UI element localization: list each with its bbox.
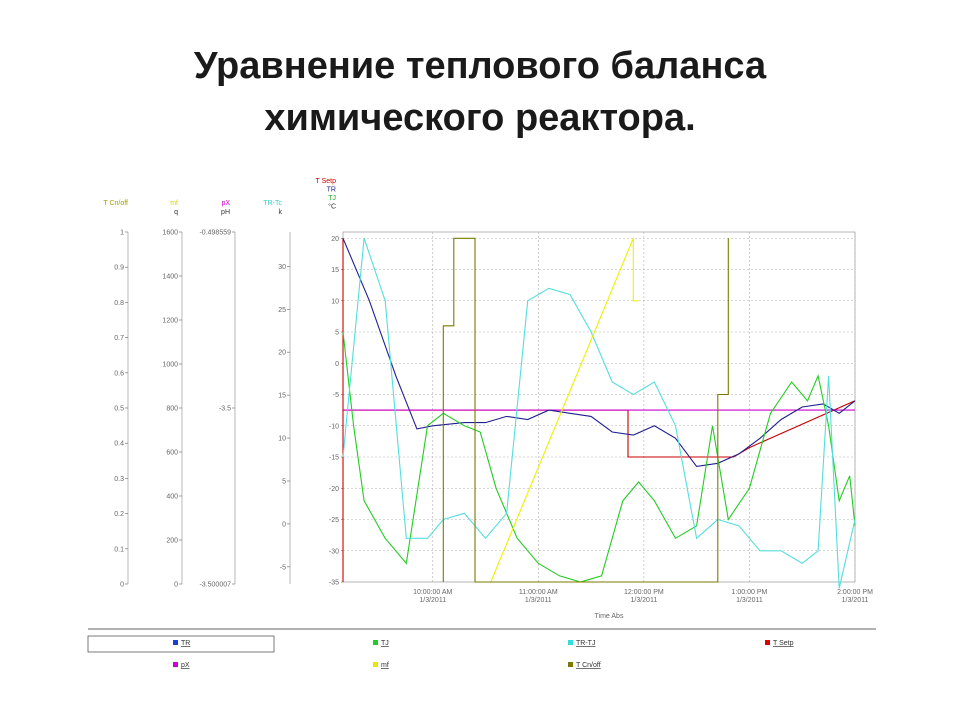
x-axis-label: Time Abs [595,613,624,620]
side-axis-tick-label: 1200 [162,318,178,325]
side-axis-tick-label: -0.498559 [199,230,231,237]
side-axis-tick-label: 0.8 [114,300,124,307]
legend-label: TR [181,640,190,647]
series-line-t-cn-off [442,237,729,583]
side-axis-tick-label: 200 [166,538,178,545]
series-line-tr [342,238,856,467]
side-axis-name: TR-Tc [263,200,282,207]
side-axis-name: mf [170,200,178,207]
side-axis-tick-label: -3.500007 [199,582,231,589]
side-axis-tick-label: 1600 [162,230,178,237]
side-axis-tick-label: -3.5 [219,406,231,413]
series-line-t-setp [342,238,856,582]
legend-swatch [373,662,378,667]
side-axis-tick-label: 20 [278,350,286,357]
side-axis-unit: pH [221,209,230,216]
y-tick-label: 0 [335,361,339,368]
y-tick-label: -15 [329,455,339,462]
main-axis-header: °C [328,203,336,211]
side-axis-tick-label: 0.9 [114,265,124,272]
legend-selected-box [87,635,275,653]
side-axis-tick-label: 800 [166,406,178,413]
main-axis-header: TJ [328,195,336,202]
side-axis-tick-label: 1400 [162,274,178,281]
title-line-1: Уравнение теплового баланса [193,45,767,87]
x-tick-date: 1/3/2011 [630,597,657,604]
title-line-2: химического реактора. [264,97,696,139]
x-tick-label: 12:00:00 PM [624,589,664,596]
side-axis-tick-label: 0.6 [114,370,124,377]
series-line-tj [342,331,856,583]
side-axes: T Cn/off 1 0.9 0.8 0.7 0.6 0.5 0.4 0.3 0.2 0.1 0 mf q… [103,200,291,589]
y-tick-label: -5 [333,392,339,399]
legend-label: TR-TJ [576,640,595,647]
y-tick-label: 15 [331,267,339,274]
x-tick-date: 1/3/2011 [842,597,869,604]
side-axis-tick-label: 30 [278,264,286,271]
side-axis-tick-label: 0.7 [114,335,124,342]
y-tick-label: 5 [335,330,339,337]
side-axis-tick-label: 0.3 [114,476,124,483]
y-tick-label: -10 [329,423,339,430]
y-tick-label: -25 [329,517,339,524]
legend-label: TJ [381,640,389,647]
side-axis-name: T Cn/off [103,200,128,207]
legend: TR TJ TR-TJ T Setp pX mf T Cn/off [87,628,876,669]
x-tick-label: 10:00:00 AM [413,589,452,596]
legend-label: T Setp [773,640,794,647]
side-axis-unit: k [279,209,283,216]
legend-swatch [765,640,770,645]
main-axis-header: T Setp [316,178,337,185]
legend-label: mf [381,662,389,669]
side-axis-unit: q [174,209,178,216]
side-axis-name: pX [221,200,230,207]
x-tick-label: 1:00:00 PM [732,589,768,596]
y-tick-label: -20 [329,486,339,493]
y-tick-label: -30 [329,548,339,555]
side-axis-tick-label: 5 [282,478,286,485]
series-line-mf [490,238,639,583]
side-axis-tick-label: 15 [278,393,286,400]
slide-title: Уравнение теплового баланса химического … [0,40,960,144]
side-axis-tick-label: 0 [120,582,124,589]
side-axis-tick-label: -5 [280,564,286,571]
side-axis-tick-label: 1000 [162,362,178,369]
legend-label: pX [181,662,190,669]
main-axis-header: TR [327,187,336,194]
x-tick-date: 1/3/2011 [419,597,446,604]
side-axis-tick-label: 25 [278,307,286,314]
side-axis-tick-label: 0.1 [114,546,124,553]
y-tick-label: 20 [331,236,339,243]
side-axis-tick-label: 0.5 [114,406,124,413]
x-tick-date: 1/3/2011 [525,597,552,604]
series-line-tr-tj [342,238,856,589]
x-tick-label: 2:00:00 PM [837,589,873,596]
side-axis-tick-label: 600 [166,450,178,457]
x-tick-date: 1/3/2011 [736,597,763,604]
legend-swatch [568,640,573,645]
legend-label: T Cn/off [576,662,601,669]
side-axis-tick-label: 400 [166,494,178,501]
side-axis-tick-label: 10 [278,436,286,443]
legend-swatch [373,640,378,645]
plot-frame [342,231,856,583]
legend-swatch [173,662,178,667]
side-axis-tick-label: 0 [282,521,286,528]
x-tick-label: 11:00:00 AM [519,589,558,596]
side-axis-tick-label: 0.4 [114,441,124,448]
side-axis-tick-label: 1 [120,230,124,237]
legend-swatch [568,662,573,667]
y-tick-label: -35 [329,580,339,587]
y-tick-label: 10 [331,298,339,305]
side-axis-tick-label: 0 [174,582,178,589]
legend-swatch [173,640,178,645]
side-axis-tick-label: 0.2 [114,511,124,518]
